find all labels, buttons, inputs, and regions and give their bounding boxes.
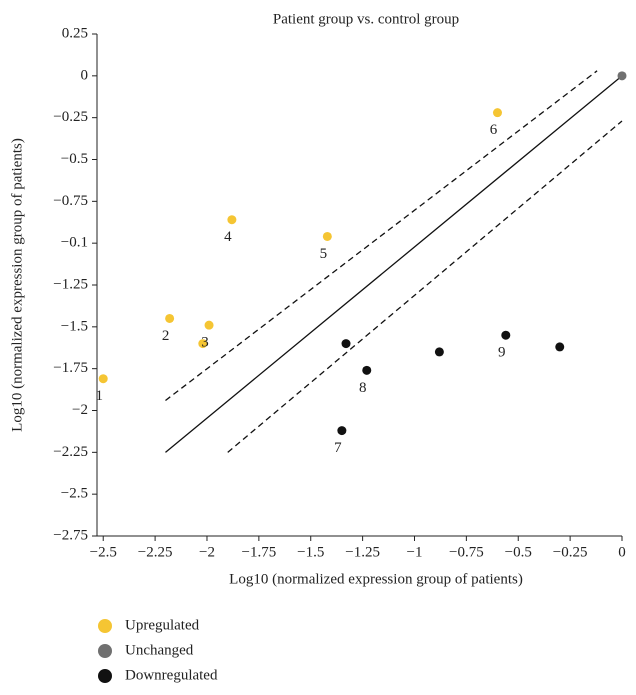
- point-label: 1: [95, 388, 103, 404]
- point-label: 5: [320, 246, 328, 262]
- legend-marker: [98, 669, 112, 683]
- y-tick-label: −0.1: [61, 235, 88, 251]
- point: [617, 71, 627, 81]
- x-tick-label: −1: [407, 544, 423, 560]
- point-label: 8: [359, 380, 367, 396]
- point-label: 3: [201, 335, 209, 351]
- legend-marker: [98, 619, 112, 633]
- point: [198, 339, 208, 349]
- y-tick-label: −1.25: [53, 276, 88, 292]
- reference-line: [165, 75, 623, 453]
- legend-label: Downregulated: [125, 667, 218, 683]
- legend-label: Upregulated: [125, 617, 200, 633]
- x-tick-label: −1.25: [345, 544, 380, 560]
- x-axis-label: Log10 (normalized expression group of pa…: [229, 571, 523, 587]
- x-tick-label: −1.5: [297, 544, 324, 560]
- x-tick-label: −2.25: [138, 544, 173, 560]
- y-tick-label: −2.5: [61, 486, 88, 502]
- y-tick-label: −0.75: [53, 193, 88, 209]
- y-tick-label: 0.25: [62, 25, 88, 41]
- point: [227, 215, 237, 225]
- y-tick-label: −2: [72, 402, 88, 418]
- point-label: 4: [224, 229, 232, 245]
- point-label: 9: [498, 345, 506, 361]
- point: [98, 374, 108, 384]
- y-tick-label: −2.25: [53, 444, 88, 460]
- y-tick-label: −2.75: [53, 527, 88, 543]
- y-axis-label: Log10 (normalized expression group of pa…: [9, 138, 25, 432]
- point: [337, 426, 347, 436]
- x-tick-label: −2.5: [90, 544, 117, 560]
- point: [555, 342, 565, 352]
- y-tick-label: −0.5: [61, 151, 88, 167]
- y-tick-label: −0.25: [53, 109, 88, 125]
- legend-marker: [98, 644, 112, 658]
- point: [341, 339, 351, 349]
- x-tick-label: −2: [199, 544, 215, 560]
- point-label: 7: [334, 440, 342, 456]
- point-label: 6: [490, 122, 498, 138]
- point: [362, 365, 372, 375]
- x-tick-label: −1.75: [241, 544, 276, 560]
- point: [322, 231, 332, 241]
- point: [492, 108, 502, 118]
- reference-line: [165, 70, 598, 401]
- x-tick-label: 0: [618, 544, 626, 560]
- x-tick-label: −0.75: [449, 544, 484, 560]
- x-tick-label: −0.5: [505, 544, 532, 560]
- legend-label: Unchanged: [125, 642, 194, 658]
- point: [204, 320, 214, 330]
- reference-line: [227, 120, 623, 453]
- point: [434, 347, 444, 357]
- point-label: 2: [162, 328, 170, 344]
- chart-title: Patient group vs. control group: [273, 11, 459, 27]
- point: [501, 330, 511, 340]
- y-tick-label: −1.75: [53, 360, 88, 376]
- y-tick-label: 0: [81, 67, 89, 83]
- x-tick-label: −0.25: [553, 544, 588, 560]
- y-tick-label: −1.5: [61, 318, 88, 334]
- point: [165, 313, 175, 323]
